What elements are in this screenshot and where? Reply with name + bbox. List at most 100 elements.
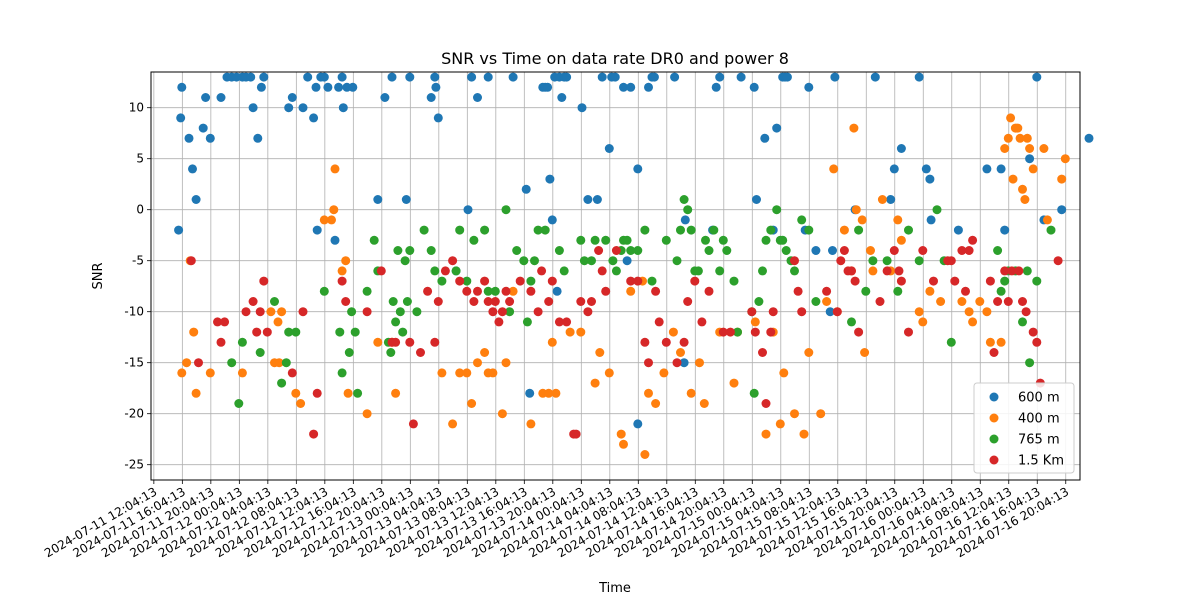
data-point <box>672 358 682 368</box>
data-point <box>592 195 602 204</box>
data-point <box>547 337 557 347</box>
data-point <box>729 276 739 286</box>
data-point <box>526 286 536 296</box>
data-point <box>174 225 184 235</box>
data-point <box>480 348 490 357</box>
data-point <box>398 327 408 337</box>
y-axis: -25 -20 -15 -10 -5 0 5 10 <box>124 101 151 472</box>
data-point <box>1008 174 1018 184</box>
data-point <box>754 297 764 306</box>
data-point <box>772 205 782 215</box>
data-point <box>778 235 788 245</box>
data-point <box>552 286 562 296</box>
data-point <box>861 286 871 296</box>
data-point <box>799 429 809 439</box>
data-point <box>309 113 319 123</box>
data-point <box>996 164 1006 174</box>
data-point <box>576 327 586 337</box>
data-point <box>854 225 864 235</box>
data-point <box>626 286 636 296</box>
data-point <box>749 388 759 398</box>
data-point <box>679 337 689 347</box>
data-point <box>822 297 832 306</box>
data-point <box>1025 154 1035 164</box>
data-point <box>237 337 247 347</box>
data-point <box>882 256 892 266</box>
data-point <box>497 307 507 317</box>
data-point <box>273 317 283 327</box>
data-point <box>715 72 725 82</box>
data-point <box>686 225 696 235</box>
data-point <box>186 256 196 266</box>
data-point <box>234 399 244 408</box>
data-point <box>480 276 490 286</box>
data-point <box>388 297 398 306</box>
data-point <box>341 297 351 306</box>
data-point <box>633 164 643 174</box>
data-point <box>194 358 203 368</box>
data-point <box>426 93 436 102</box>
data-point <box>768 307 778 317</box>
data-point <box>554 246 564 255</box>
data-point <box>1060 154 1070 164</box>
legend-label: 1.5 Km <box>1018 454 1064 469</box>
data-point <box>804 348 814 357</box>
data-point <box>957 246 967 255</box>
data-point <box>893 215 903 225</box>
data-point <box>597 72 607 82</box>
data-point <box>347 307 357 317</box>
data-point <box>761 399 771 408</box>
data-point <box>918 246 928 255</box>
data-point <box>488 307 498 317</box>
data-point <box>715 266 725 276</box>
data-point <box>601 286 611 296</box>
data-point <box>668 327 678 337</box>
data-point <box>590 235 600 245</box>
data-point <box>205 133 215 143</box>
data-point <box>205 368 215 378</box>
legend-label: 600 m <box>1018 391 1060 406</box>
data-point <box>790 256 799 266</box>
data-point <box>559 266 569 276</box>
data-point <box>437 368 447 378</box>
data-point <box>860 348 870 357</box>
data-point <box>718 235 728 245</box>
data-point <box>825 307 835 317</box>
data-point <box>309 429 319 439</box>
data-point <box>501 358 511 368</box>
data-point <box>526 419 536 429</box>
data-point <box>850 276 860 286</box>
data-point <box>291 327 301 337</box>
data-point <box>811 246 821 255</box>
data-point <box>312 388 322 398</box>
data-point <box>416 348 425 357</box>
data-point <box>213 317 222 327</box>
data-point <box>868 266 878 276</box>
data-point <box>661 235 671 245</box>
data-point <box>543 82 553 92</box>
data-point <box>758 266 767 276</box>
data-point <box>736 72 746 82</box>
data-point <box>622 235 632 245</box>
data-point <box>405 246 415 255</box>
data-point <box>577 103 587 113</box>
data-point <box>1013 123 1023 133</box>
data-point <box>622 256 632 266</box>
data-point <box>904 327 913 337</box>
data-point <box>882 266 892 276</box>
data-point <box>227 358 237 368</box>
data-point <box>565 327 575 337</box>
data-point <box>839 246 849 255</box>
data-point <box>804 225 814 235</box>
data-point <box>554 317 564 327</box>
data-point <box>462 276 472 286</box>
data-point <box>993 246 1003 255</box>
data-point <box>262 327 272 337</box>
data-point <box>1020 195 1030 204</box>
data-point <box>277 378 287 388</box>
data-point <box>551 388 561 398</box>
data-point <box>430 266 440 276</box>
data-point <box>644 358 653 368</box>
data-point <box>996 337 1006 347</box>
